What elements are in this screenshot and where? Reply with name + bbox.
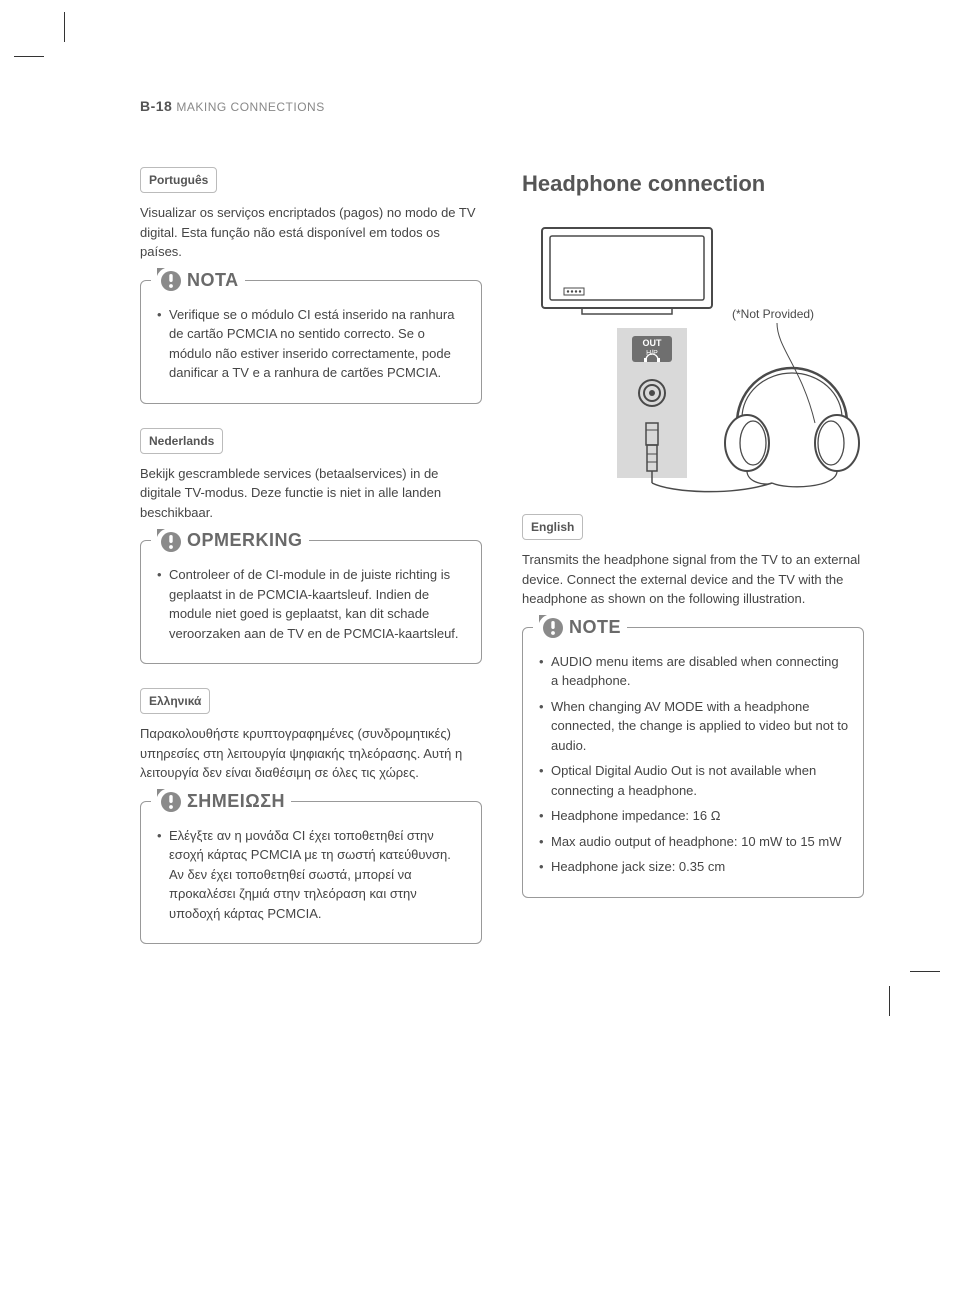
body-text-en: Transmits the headphone signal from the … — [522, 550, 864, 609]
note-title-en: NOTE — [533, 614, 627, 641]
note-bullets-pt: Verifique se o módulo CI está inserido n… — [155, 305, 467, 383]
page-number: B-18 — [140, 96, 172, 117]
not-provided-label: (*Not Provided) — [732, 307, 814, 321]
note-bullets-el: Ελέγξτε αν η μονάδα CI έχει τοποθετηθεί … — [155, 826, 467, 924]
headphones-icon — [725, 368, 859, 487]
note-item: Optical Digital Audio Out is not availab… — [537, 761, 849, 800]
language-label-nl: Nederlands — [140, 428, 223, 454]
right-column: Headphone connection — [522, 167, 864, 968]
note-item: AUDIO menu items are disabled when conne… — [537, 652, 849, 691]
crop-mark — [910, 971, 940, 972]
note-item: Ελέγξτε αν η μονάδα CI έχει τοποθετηθεί … — [155, 826, 467, 924]
language-label-pt: Português — [140, 167, 217, 193]
note-item: Verifique se o módulo CI está inserido n… — [155, 305, 467, 383]
note-box-en: NOTE AUDIO menu items are disabled when … — [522, 627, 864, 898]
crop-mark — [889, 986, 890, 1016]
note-item: Controleer of de CI-module in de juiste … — [155, 565, 467, 643]
note-item: When changing AV MODE with a headphone c… — [537, 697, 849, 756]
language-label-en: English — [522, 514, 583, 540]
note-title-text: NOTE — [569, 614, 621, 641]
alert-icon — [157, 268, 181, 292]
body-text-pt: Visualizar os serviços encriptados (pago… — [140, 203, 482, 262]
note-item: Headphone impedance: 16 Ω — [537, 806, 849, 826]
note-title-pt: NOTA — [151, 267, 245, 294]
alert-icon — [157, 529, 181, 553]
note-item: Headphone jack size: 0.35 cm — [537, 857, 849, 877]
columns-layout: Português Visualizar os serviços encript… — [140, 167, 864, 968]
note-bullets-en: AUDIO menu items are disabled when conne… — [537, 652, 849, 877]
headphone-diagram: OUT H/P — [522, 218, 864, 498]
language-label-el: Ελληνικά — [140, 688, 210, 714]
section-title: MAKING CONNECTIONS — [176, 98, 324, 116]
alert-icon — [539, 615, 563, 639]
cable-icon — [652, 483, 772, 492]
note-title-text: NOTA — [187, 267, 239, 294]
note-title-nl: OPMERKING — [151, 527, 309, 554]
alert-icon — [157, 789, 181, 813]
left-column: Português Visualizar os serviços encript… — [140, 167, 482, 968]
note-item: Max audio output of headphone: 10 mW to … — [537, 832, 849, 852]
crop-mark — [14, 56, 44, 57]
note-title-el: ΣΗΜΕΙΩΣΗ — [151, 788, 291, 815]
body-text-el: Παρακολουθήστε κρυπτογραφημένες (συνδρομ… — [140, 724, 482, 783]
tv-icon — [542, 228, 712, 314]
document-page: B-18 MAKING CONNECTIONS Português Visual… — [0, 0, 954, 1028]
note-bullets-nl: Controleer of de CI-module in de juiste … — [155, 565, 467, 643]
note-box-el: ΣΗΜΕΙΩΣΗ Ελέγξτε αν η μονάδα CI έχει τοπ… — [140, 801, 482, 945]
section-heading: Headphone connection — [522, 167, 864, 200]
body-text-nl: Bekijk gescramblede services (betaalserv… — [140, 464, 482, 523]
note-title-text: ΣΗΜΕΙΩΣΗ — [187, 788, 285, 815]
crop-mark — [64, 12, 65, 42]
connector-panel-icon: OUT H/P — [617, 328, 687, 478]
page-header: B-18 MAKING CONNECTIONS — [140, 96, 864, 117]
port-out-label: OUT — [643, 338, 663, 348]
note-box-nl: OPMERKING Controleer of de CI-module in … — [140, 540, 482, 664]
note-box-pt: NOTA Verifique se o módulo CI está inser… — [140, 280, 482, 404]
note-title-text: OPMERKING — [187, 527, 303, 554]
